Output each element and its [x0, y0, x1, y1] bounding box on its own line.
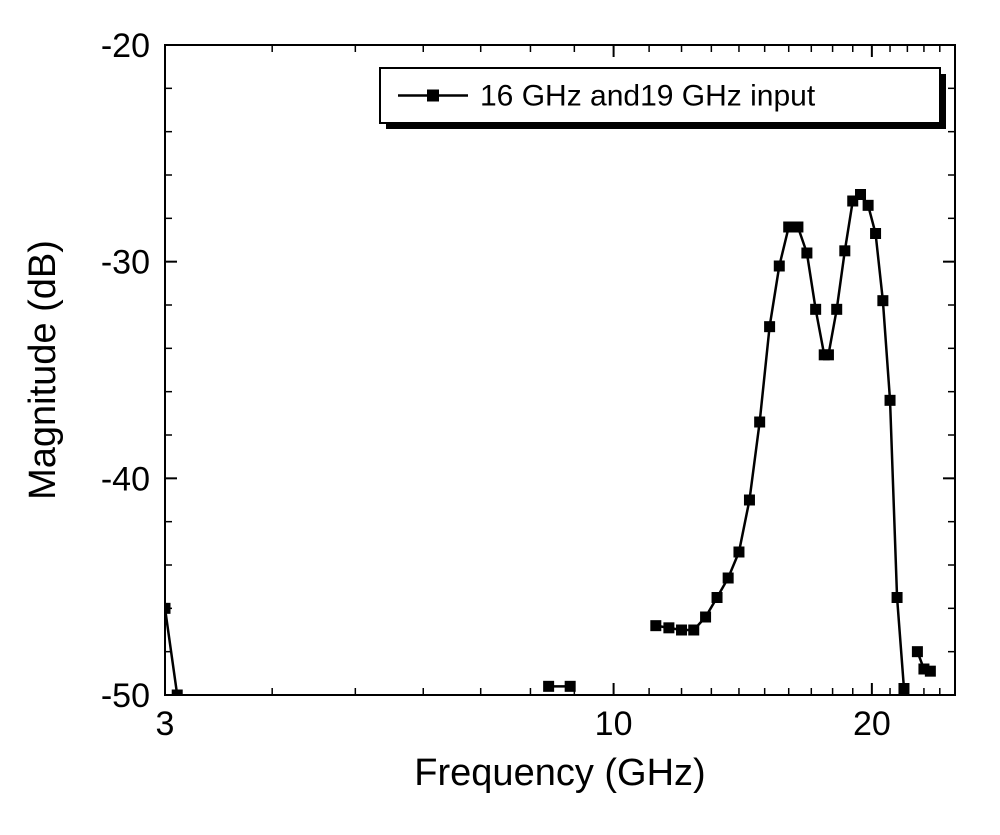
- data-marker: [802, 248, 812, 258]
- data-marker: [651, 621, 661, 631]
- data-marker: [840, 246, 850, 256]
- data-marker: [172, 690, 182, 700]
- data-marker: [892, 593, 902, 603]
- data-marker: [734, 547, 744, 557]
- svg-text:3: 3: [156, 705, 175, 743]
- data-marker: [774, 261, 784, 271]
- data-marker: [160, 603, 170, 613]
- chart-root: 3 10 20 -20 -30 -40 -50 Frequency (GHz) Magnitud…: [0, 0, 1000, 835]
- data-marker: [701, 612, 711, 622]
- data-marker: [755, 417, 765, 427]
- svg-text:-20: -20: [101, 27, 150, 65]
- y-axis-label: Magnitude (dB): [22, 240, 64, 500]
- svg-text:-30: -30: [101, 244, 150, 282]
- data-marker: [664, 623, 674, 633]
- data-marker: [723, 573, 733, 583]
- data-marker: [793, 222, 803, 232]
- svg-text:-40: -40: [101, 460, 150, 498]
- data-marker: [744, 495, 754, 505]
- data-marker: [811, 304, 821, 314]
- data-marker: [765, 322, 775, 332]
- data-marker: [677, 625, 687, 635]
- data-marker: [925, 666, 935, 676]
- data-marker: [912, 647, 922, 657]
- data-marker: [871, 229, 881, 239]
- legend-label: 16 GHz and19 GHz input: [480, 80, 816, 113]
- chart-svg: 3 10 20 -20 -30 -40 -50 Frequency (GHz) Magnitud…: [0, 0, 1000, 835]
- data-marker: [544, 681, 554, 691]
- svg-text:10: 10: [595, 705, 633, 743]
- x-axis-label: Frequency (GHz): [414, 752, 705, 794]
- data-marker: [784, 222, 794, 232]
- svg-text:20: 20: [853, 705, 891, 743]
- data-marker: [689, 625, 699, 635]
- legend-marker-icon: [427, 90, 439, 102]
- data-marker: [832, 304, 842, 314]
- data-marker: [712, 593, 722, 603]
- data-marker: [856, 190, 866, 200]
- svg-text:-50: -50: [101, 677, 150, 715]
- data-marker: [885, 395, 895, 405]
- data-marker: [823, 350, 833, 360]
- data-marker: [878, 296, 888, 306]
- data-marker: [863, 200, 873, 210]
- data-marker: [899, 684, 909, 694]
- data-marker: [565, 681, 575, 691]
